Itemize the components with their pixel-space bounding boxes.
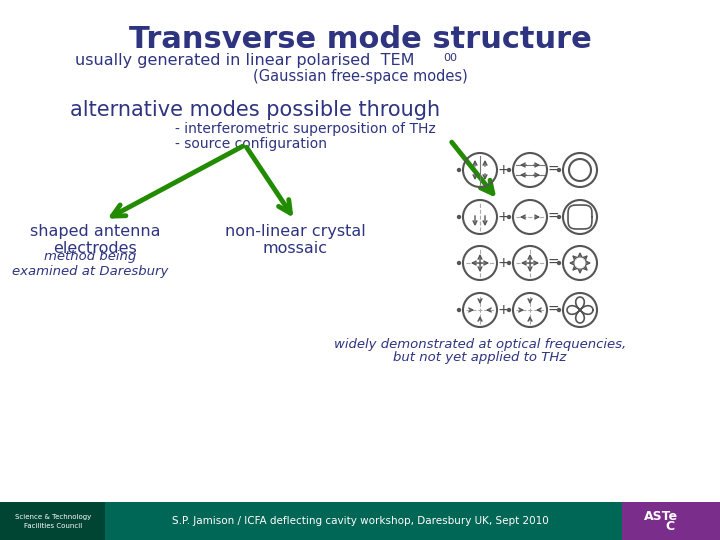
Bar	[622, 502, 720, 540]
Text: (Gaussian free-space modes): (Gaussian free-space modes)	[253, 69, 467, 84]
Text: S.P. Jamison / ICFA deflecting cavity workshop, Daresbury UK, Sept 2010: S.P. Jamison / ICFA deflecting cavity wo…	[171, 516, 549, 526]
Text: widely demonstrated at optical frequencies,: widely demonstrated at optical frequenci…	[334, 338, 626, 351]
Text: Science & Technology: Science & Technology	[15, 514, 91, 520]
Text: non-linear crystal
mossaic: non-linear crystal mossaic	[225, 224, 365, 256]
Circle shape	[508, 261, 510, 265]
Text: usually generated in linear polarised  TEM: usually generated in linear polarised TE…	[75, 53, 415, 68]
Text: =: =	[547, 256, 559, 270]
Bar	[0, 502, 720, 540]
Text: method being
examined at Daresbury: method being examined at Daresbury	[12, 250, 168, 278]
Circle shape	[508, 308, 510, 312]
Text: C: C	[665, 521, 675, 534]
Circle shape	[557, 261, 560, 265]
Circle shape	[557, 308, 560, 312]
Circle shape	[457, 215, 461, 219]
Text: alternative modes possible through: alternative modes possible through	[70, 100, 440, 120]
Text: =: =	[547, 210, 559, 224]
Circle shape	[457, 261, 461, 265]
Circle shape	[457, 168, 461, 172]
Text: shaped antenna
electrodes: shaped antenna electrodes	[30, 224, 161, 256]
Text: - interferometric superposition of THz: - interferometric superposition of THz	[175, 122, 436, 136]
Text: Facilities Council: Facilities Council	[24, 523, 82, 529]
Circle shape	[557, 215, 560, 219]
Circle shape	[508, 215, 510, 219]
Circle shape	[557, 168, 560, 172]
Circle shape	[508, 168, 510, 172]
Text: =: =	[547, 303, 559, 317]
Bar	[0, 502, 105, 540]
Circle shape	[457, 308, 461, 312]
Text: but not yet applied to THz: but not yet applied to THz	[393, 351, 567, 364]
Text: +: +	[498, 303, 509, 317]
Text: 00: 00	[443, 53, 457, 63]
Text: Transverse mode structure: Transverse mode structure	[129, 25, 591, 54]
Text: +: +	[498, 210, 509, 224]
Text: +: +	[498, 163, 509, 177]
Text: ASTe: ASTe	[644, 510, 678, 523]
Text: +: +	[498, 256, 509, 270]
Text: =: =	[547, 163, 559, 177]
Text: - source configuration: - source configuration	[175, 137, 327, 151]
